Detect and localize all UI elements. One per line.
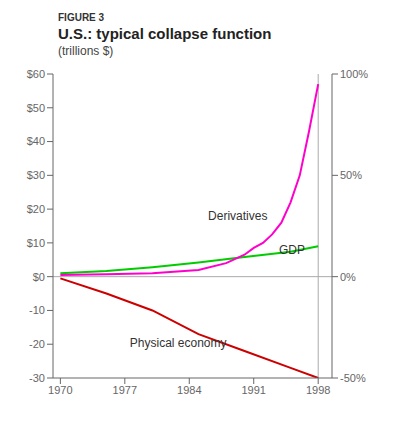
svg-text:$10: $10 xyxy=(27,237,45,249)
svg-text:$40: $40 xyxy=(27,135,45,147)
svg-text:$0: $0 xyxy=(33,271,45,283)
svg-text:-10: -10 xyxy=(29,304,45,316)
svg-text:$30: $30 xyxy=(27,169,45,181)
html-text:(trillions $): (trillions $) xyxy=(58,44,114,58)
svg-text:-50%: -50% xyxy=(340,372,366,384)
svg-text:$50: $50 xyxy=(27,102,45,114)
svg-text:0%: 0% xyxy=(340,271,356,283)
svg-text:1998: 1998 xyxy=(306,384,330,396)
svg-text:$60: $60 xyxy=(27,68,45,80)
svg-text:1984: 1984 xyxy=(177,384,201,396)
svg-text:1977: 1977 xyxy=(113,384,137,396)
svg-text:$20: $20 xyxy=(27,203,45,215)
svg-text:Derivatives: Derivatives xyxy=(208,209,267,223)
svg-text:GDP: GDP xyxy=(279,243,305,257)
html-text:U.S.: typical collapse functio: U.S.: typical collapse function xyxy=(58,25,272,42)
svg-text:-30: -30 xyxy=(29,372,45,384)
svg-text:100%: 100% xyxy=(340,68,368,80)
svg-text:Physical economy: Physical economy xyxy=(130,336,227,350)
svg-text:1991: 1991 xyxy=(241,384,265,396)
svg-text:-20: -20 xyxy=(29,338,45,350)
svg-text:1970: 1970 xyxy=(48,384,72,396)
html-text:FIGURE 3: FIGURE 3 xyxy=(58,12,105,23)
svg-text:50%: 50% xyxy=(340,169,362,181)
